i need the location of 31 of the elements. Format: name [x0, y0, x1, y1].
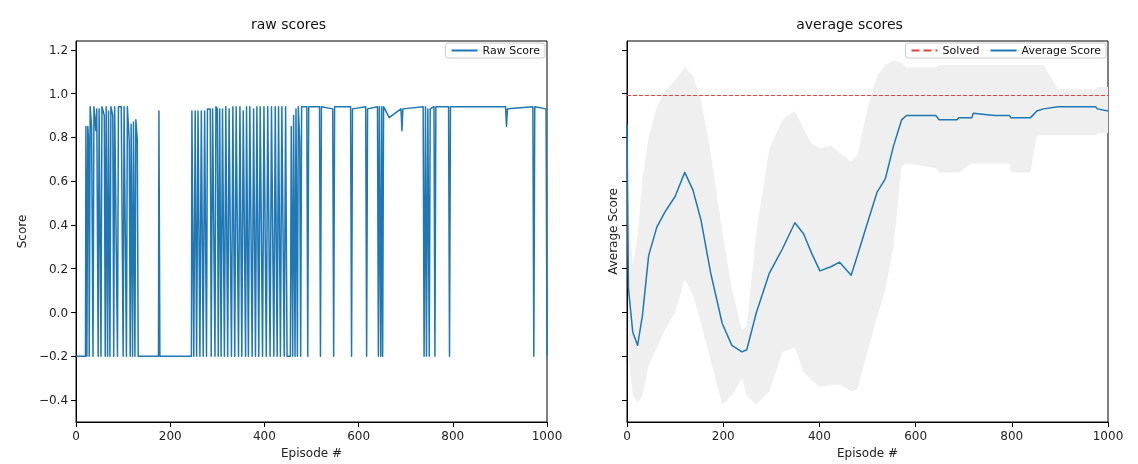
legend-label: Raw Score: [482, 44, 541, 57]
legend-label: Average Score: [1021, 44, 1102, 57]
x-tick-label: 400: [252, 429, 276, 443]
x-tick-label: 1000: [1092, 429, 1124, 443]
x-tick-label: 600: [904, 429, 928, 443]
x-tick-label: 0: [72, 429, 80, 443]
line-series: [75, 105, 548, 358]
y-tick-label: −0.4: [38, 393, 69, 408]
x-tick-label: 200: [711, 429, 735, 443]
chart-title: raw scores: [250, 16, 327, 32]
x-axis-title: Episode #: [837, 445, 898, 460]
y-tick-label: 0.0: [48, 305, 69, 320]
y-tick-label: 1.2: [48, 42, 69, 57]
x-tick-label: 800: [441, 429, 465, 443]
x-tick-label: 400: [807, 429, 831, 443]
chart-title: average scores: [796, 16, 903, 32]
x-tick-label: 600: [347, 429, 371, 443]
y-tick-label: 0.8: [48, 130, 69, 145]
y-tick-label: −0.2: [38, 349, 69, 364]
x-tick-label: 800: [1000, 429, 1024, 443]
y-tick-label: 1.0: [48, 86, 69, 101]
x-tick-label: 0: [623, 429, 631, 443]
x-tick-label: 200: [158, 429, 182, 443]
x-axis-title: Episode #: [281, 445, 343, 460]
y-tick-label: 0.4: [48, 217, 69, 232]
y-tick-label: 0.6: [48, 174, 69, 189]
y-axis-title: Score: [15, 214, 29, 249]
y-tick-label: 0.2: [48, 261, 69, 276]
x-tick-label: 1000: [531, 429, 563, 443]
y-axis-title: Average Score: [606, 188, 620, 275]
legend-label: Solved: [942, 44, 980, 57]
